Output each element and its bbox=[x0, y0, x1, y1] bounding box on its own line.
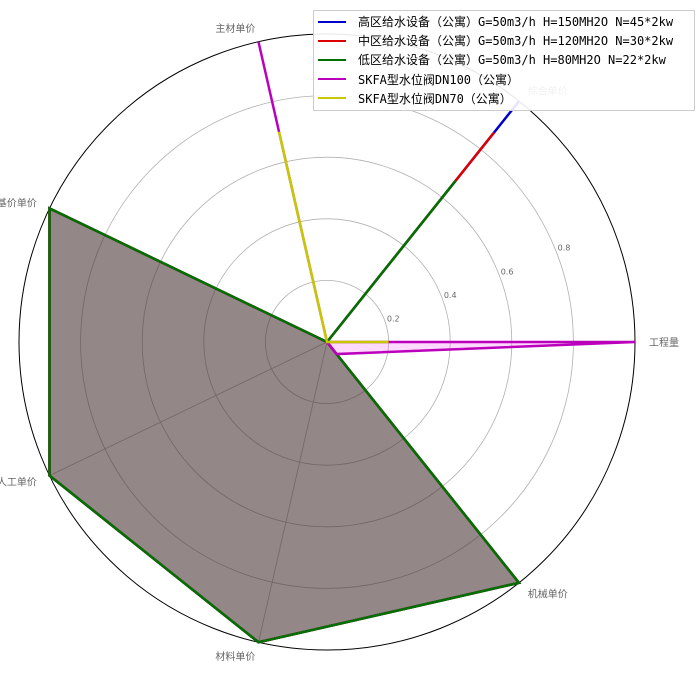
r-tick-label: 0.4 bbox=[444, 291, 457, 300]
legend-label: SKFA型水位阀DN70（公寓） bbox=[358, 91, 512, 106]
series-fill bbox=[279, 131, 389, 342]
spoke-line bbox=[258, 341, 328, 643]
axis-label: 基价单价 bbox=[0, 196, 37, 209]
series-fill bbox=[49, 101, 520, 643]
r-tick-label: 0.8 bbox=[558, 244, 571, 253]
legend-swatch bbox=[318, 20, 346, 23]
legend-item: SKFA型水位阀DN70（公寓） bbox=[318, 89, 694, 108]
legend: 高区给水设备（公寓）G=50m3/h H=150MH2O N=45*2kw 中区给… bbox=[313, 10, 695, 111]
legend-swatch bbox=[318, 39, 346, 42]
legend-item: 低区给水设备（公寓）G=50m3/h H=80MH2O N=22*2kw bbox=[318, 50, 694, 69]
legend-label: 高区给水设备（公寓）G=50m3/h H=150MH2O N=45*2kw bbox=[358, 15, 674, 30]
series-fill bbox=[49, 180, 520, 643]
axis-label: 工程量 bbox=[649, 337, 679, 349]
legend-swatch bbox=[318, 58, 346, 61]
legend-label: SKFA型水位阀DN100（公寓） bbox=[358, 72, 520, 87]
legend-label: 低区给水设备（公寓）G=50m3/h H=80MH2O N=22*2kw bbox=[358, 53, 666, 68]
legend-label: 中区给水设备（公寓）G=50m3/h H=120MH2O N=30*2kw bbox=[358, 34, 674, 49]
r-tick-label: 0.2 bbox=[387, 314, 400, 323]
radar-series bbox=[48, 41, 636, 644]
series-fill bbox=[49, 132, 520, 643]
legend-item: SKFA型水位阀DN100（公寓） bbox=[318, 70, 694, 89]
legend-item: 中区给水设备（公寓）G=50m3/h H=120MH2O N=30*2kw bbox=[318, 31, 694, 50]
legend-swatch bbox=[318, 97, 346, 100]
spoke-line bbox=[49, 341, 328, 476]
axis-label: 人工单价 bbox=[0, 477, 37, 489]
legend-item: 高区给水设备（公寓）G=50m3/h H=150MH2O N=45*2kw bbox=[318, 12, 694, 31]
axis-label: 主材单价 bbox=[215, 22, 255, 35]
r-tick-label: 0.6 bbox=[501, 267, 514, 276]
series-line bbox=[48, 179, 522, 644]
series-line bbox=[277, 131, 389, 344]
axis-label: 机械单价 bbox=[528, 588, 568, 601]
legend-swatch bbox=[318, 78, 346, 81]
axis-label: 材料单价 bbox=[215, 650, 255, 663]
